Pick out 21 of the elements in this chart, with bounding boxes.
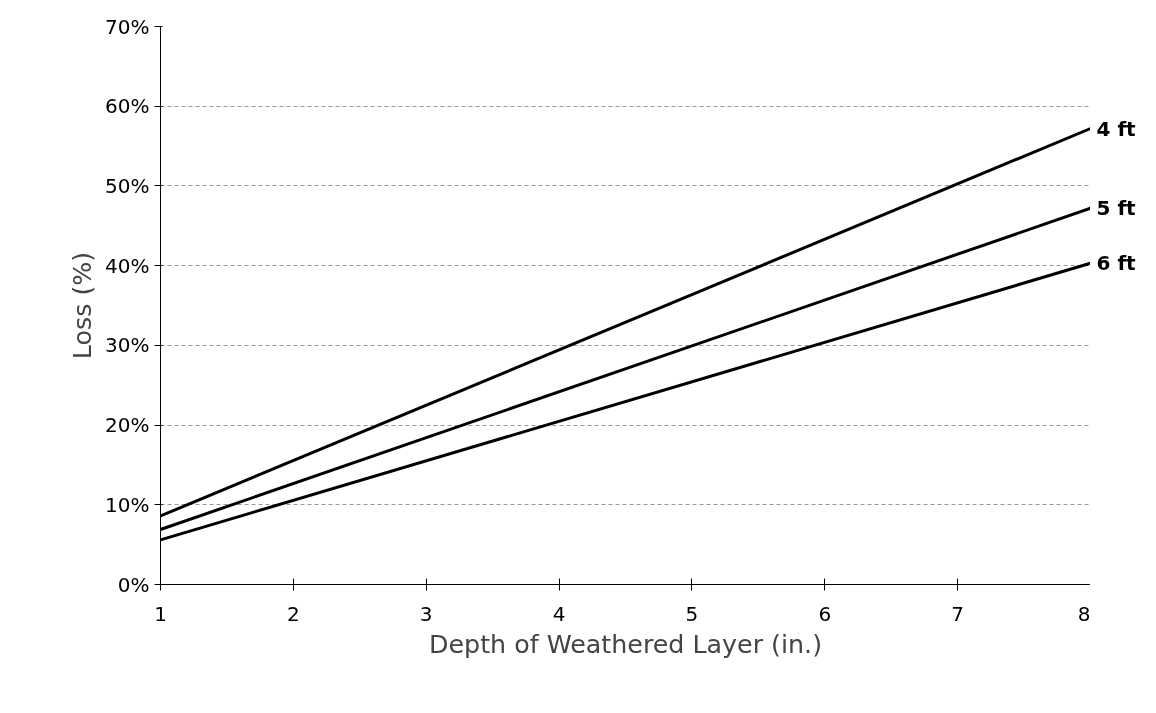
x-tick-label: 3 bbox=[419, 601, 433, 626]
y-tick-label: 30% bbox=[105, 333, 150, 358]
x-tick-label: 5 bbox=[685, 601, 699, 626]
y-tick-label: 0% bbox=[117, 572, 150, 597]
x-tick-label: 7 bbox=[951, 601, 965, 626]
y-tick-label: 40% bbox=[105, 253, 150, 278]
x-tick-label: 8 bbox=[1077, 601, 1091, 626]
x-tick-label: 4 bbox=[552, 601, 566, 626]
y-axis-title: Loss (%) bbox=[67, 251, 98, 360]
y-tick-label: 60% bbox=[105, 94, 150, 119]
series-label: 5 ft bbox=[1096, 196, 1137, 221]
x-tick-label: 1 bbox=[154, 601, 167, 626]
x-tick-label: 2 bbox=[286, 601, 300, 626]
x-tick-label: 6 bbox=[818, 601, 832, 626]
y-tick-label: 10% bbox=[105, 492, 150, 517]
series-label: 6 ft bbox=[1096, 251, 1137, 276]
x-axis-title: Depth of Weathered Layer (in.) bbox=[428, 628, 823, 659]
y-tick-label: 20% bbox=[105, 413, 150, 438]
series-label: 4 ft bbox=[1096, 116, 1137, 141]
y-tick-label: 50% bbox=[105, 173, 150, 198]
y-tick-label: 70% bbox=[105, 14, 150, 39]
